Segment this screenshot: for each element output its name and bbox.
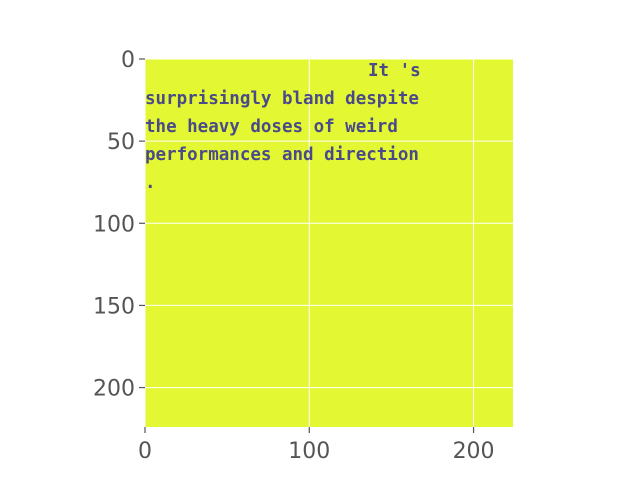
axes: 0 100 200 0 50 100 150 200 — [93, 48, 495, 464]
image-text-line-3: the heavy doses of weird — [145, 117, 398, 137]
image-text-line-1: It 's — [368, 61, 421, 81]
y-tick-label: 50 — [107, 130, 135, 155]
x-tick-label: 0 — [138, 439, 152, 464]
x-tick-label: 100 — [288, 439, 330, 464]
y-tick-label: 100 — [93, 212, 135, 237]
grid-lines — [144, 58, 513, 427]
y-tick-label: 200 — [93, 377, 135, 402]
image-text-line-2: surprisingly bland despite — [145, 89, 419, 109]
y-tick-label: 0 — [121, 48, 135, 73]
y-tick-label: 150 — [93, 294, 135, 319]
x-tick-label: 200 — [453, 439, 495, 464]
image-text-line-5: . — [145, 173, 156, 193]
image-area — [145, 59, 513, 427]
image-text-line-4: performances and direction — [145, 145, 419, 165]
image-text: It 's surprisingly bland despite the hea… — [145, 61, 421, 193]
